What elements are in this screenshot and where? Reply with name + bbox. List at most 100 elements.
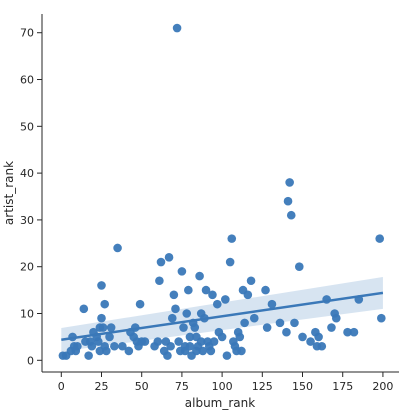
y-tick-label: 40	[20, 167, 34, 180]
data-point	[184, 285, 193, 295]
data-point	[235, 332, 245, 342]
data-point	[237, 346, 246, 356]
data-point	[110, 341, 119, 351]
x-tick-label: 200	[372, 380, 393, 393]
x-tick-label: 50	[135, 380, 149, 393]
data-point	[98, 323, 108, 332]
data-point	[84, 351, 93, 360]
x-axis-label: album_rank	[185, 396, 255, 410]
data-point	[217, 332, 227, 342]
data-point	[267, 299, 277, 309]
data-point	[195, 271, 204, 281]
data-point	[262, 323, 272, 332]
x-ticks: 0 25 50 75 100 125 150 175 200	[58, 372, 393, 393]
data-point	[140, 337, 150, 346]
data-point	[163, 351, 172, 360]
data-point	[314, 332, 323, 342]
data-point	[171, 304, 180, 314]
y-axis-label: artist_rank	[2, 161, 16, 225]
data-point	[206, 346, 216, 356]
data-point	[261, 285, 270, 295]
data-point	[198, 346, 208, 356]
data-point	[246, 276, 256, 286]
data-point	[225, 257, 235, 267]
data-point	[97, 281, 106, 290]
data-point	[298, 332, 307, 342]
data-point	[102, 346, 111, 356]
confidence-band	[61, 277, 383, 352]
data-point	[153, 337, 163, 346]
data-point	[285, 178, 294, 187]
data-point	[282, 327, 291, 337]
data-point	[275, 318, 285, 328]
data-point	[87, 341, 97, 351]
data-point	[172, 23, 182, 33]
y-tick-label: 20	[20, 261, 34, 274]
x-tick-label: 175	[332, 380, 353, 393]
data-point	[222, 351, 232, 360]
data-point	[290, 318, 299, 328]
x-tick-label: 75	[175, 380, 189, 393]
data-point	[135, 299, 145, 309]
points-layer	[58, 23, 386, 360]
data-point	[208, 290, 217, 300]
x-tick-label: 0	[58, 380, 65, 393]
data-point	[294, 262, 304, 272]
data-point	[283, 196, 293, 206]
data-point	[174, 337, 183, 346]
data-point	[286, 210, 296, 220]
data-point	[182, 309, 192, 318]
data-point	[113, 243, 122, 253]
y-tick-label: 70	[20, 27, 34, 40]
data-point	[249, 313, 259, 323]
x-tick-label: 25	[95, 380, 109, 393]
data-point	[167, 313, 177, 323]
data-point	[97, 313, 106, 323]
data-point	[201, 285, 211, 295]
data-point	[212, 299, 222, 309]
data-point	[327, 323, 336, 332]
data-point	[185, 332, 195, 342]
y-tick-label: 10	[20, 308, 34, 321]
y-tick-label: 50	[20, 120, 34, 133]
data-point	[375, 234, 385, 243]
x-tick-label: 100	[212, 380, 233, 393]
regression-line-layer	[61, 291, 384, 341]
data-point	[306, 337, 315, 346]
data-point	[185, 341, 195, 351]
data-point	[93, 337, 103, 346]
data-point	[155, 276, 164, 286]
data-point	[377, 313, 386, 323]
regression-line	[61, 291, 384, 341]
data-point	[164, 253, 174, 262]
data-point	[177, 267, 187, 276]
data-point	[243, 290, 253, 300]
y-tick-label: 60	[20, 74, 34, 87]
y-ticks: 0 10 20 30 40 50 60 70	[20, 27, 42, 367]
data-point	[106, 323, 116, 332]
data-point	[240, 318, 249, 328]
confidence-band-layer	[61, 277, 383, 352]
x-tick-label: 125	[252, 380, 273, 393]
data-point	[190, 323, 200, 332]
data-point	[118, 341, 127, 351]
data-point	[209, 337, 219, 346]
data-point	[79, 304, 89, 314]
data-point	[227, 234, 237, 243]
data-point	[343, 327, 352, 337]
data-point	[317, 341, 327, 351]
data-point	[156, 257, 166, 267]
data-point	[349, 327, 359, 337]
data-point	[124, 346, 134, 356]
data-point	[179, 323, 188, 332]
data-point	[100, 299, 110, 309]
data-point	[331, 313, 341, 323]
data-point	[196, 337, 206, 346]
data-point	[166, 341, 175, 351]
data-point	[73, 341, 82, 351]
y-tick-label: 30	[20, 214, 34, 227]
y-tick-label: 0	[27, 354, 34, 367]
data-point	[169, 290, 179, 300]
data-point	[105, 332, 114, 342]
